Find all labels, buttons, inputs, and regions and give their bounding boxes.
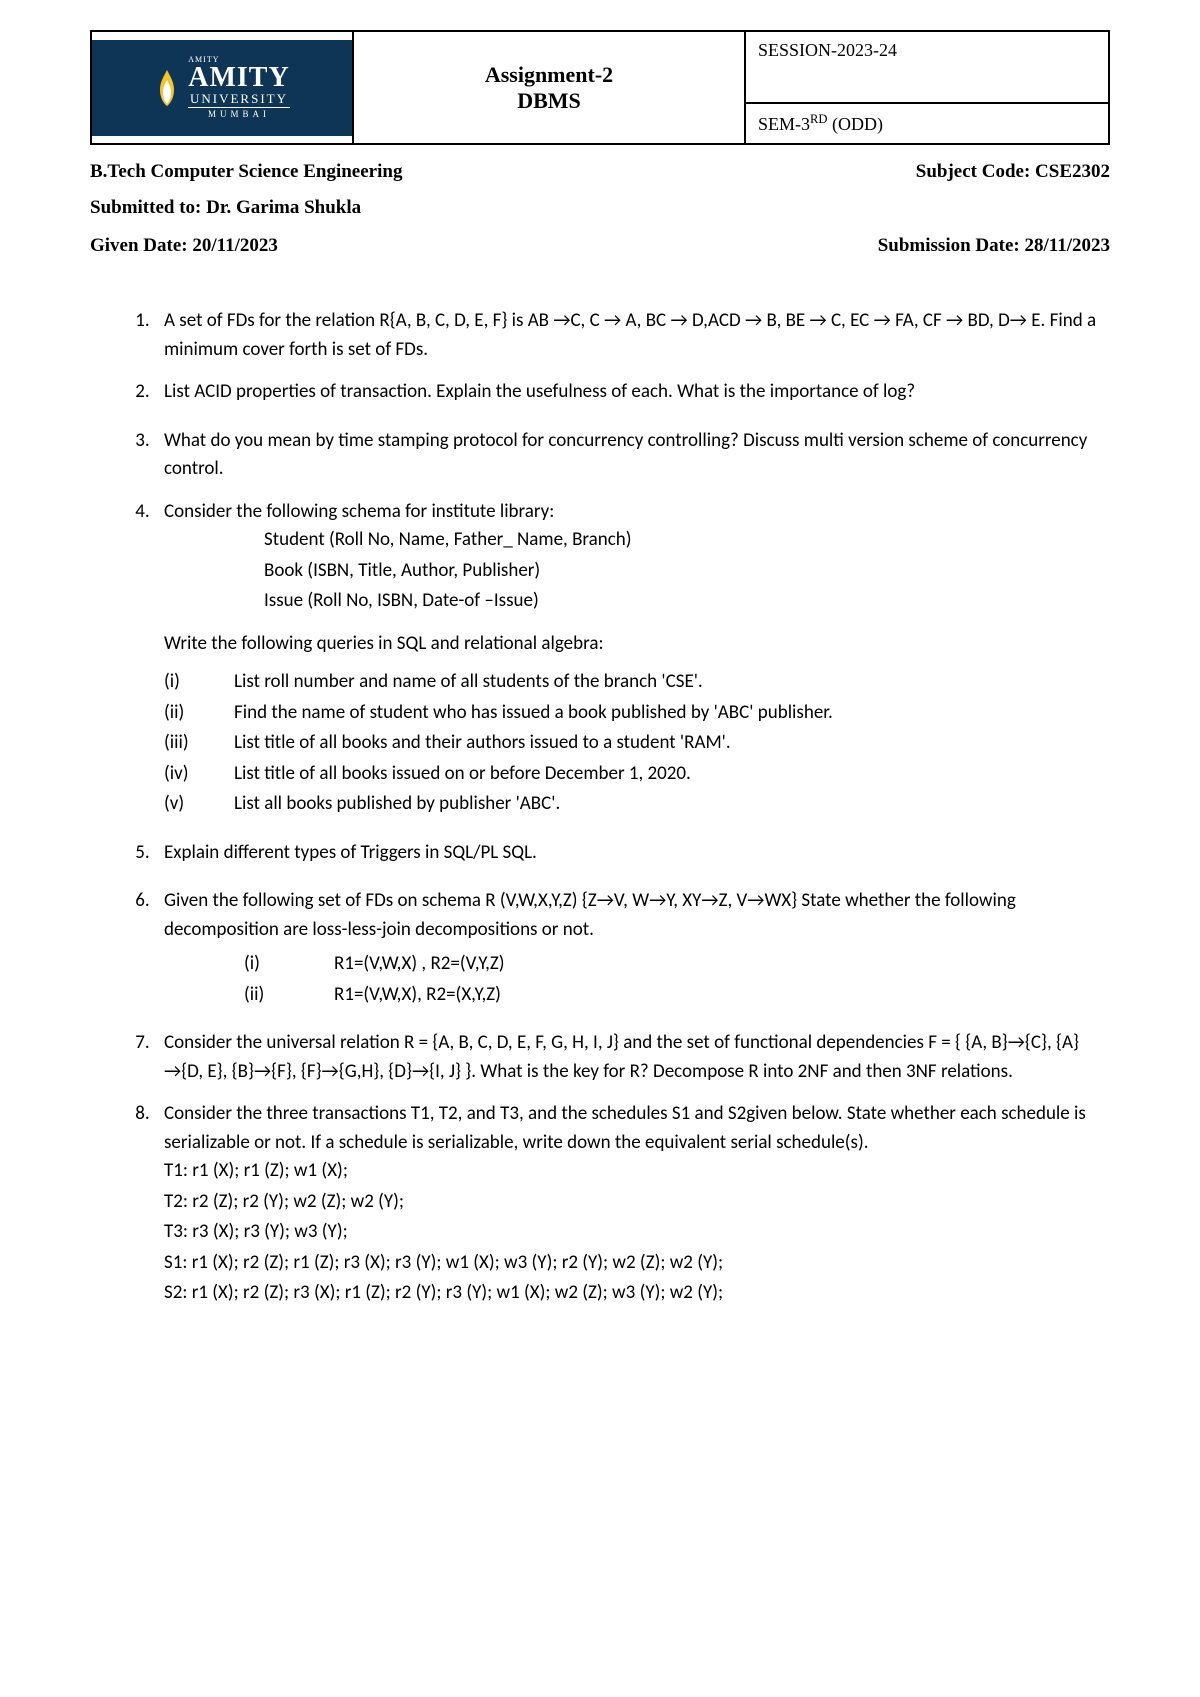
q4-subitems: (i)List roll number and name of all stud… <box>164 668 1110 819</box>
q4-item-num: (v) <box>164 790 234 819</box>
question-2: List ACID properties of transaction. Exp… <box>154 378 1110 407</box>
q4-item-text: List title of all books and their author… <box>234 729 731 758</box>
q6-item-text: R1=(V,W,X), R2=(X,Y,Z) <box>334 981 501 1010</box>
page: AMITY AMITY UNIVERSITY MUMBAI Assignment… <box>0 0 1200 1697</box>
question-6: Given the following set of FDs on schema… <box>154 887 1110 1009</box>
logo-big-label: AMITY <box>188 64 289 92</box>
q4-item-text: Find the name of student who has issued … <box>234 699 833 728</box>
q4-write-text: Write the following queries in SQL and r… <box>164 630 1110 659</box>
q6-item-num: (i) <box>244 950 334 979</box>
submission-date-text: Submission Date: 28/11/2023 <box>878 235 1110 257</box>
q2-text: List ACID properties of transaction. Exp… <box>164 380 915 403</box>
q4-item-num: (ii) <box>164 699 234 728</box>
q4-intro-text: Consider the following schema for instit… <box>164 500 554 523</box>
q4-item: (v)List all books published by publisher… <box>164 790 1110 819</box>
content-area: A set of FDs for the relation R{A, B, C,… <box>90 307 1110 1308</box>
q4-item-num: (iv) <box>164 760 234 789</box>
subject-code-text: Subject Code: CSE2302 <box>916 161 1110 183</box>
sem-sup: RD <box>810 112 828 126</box>
question-1: A set of FDs for the relation R{A, B, C,… <box>154 307 1110 364</box>
assignment-title-cell: Assignment-2 DBMS <box>353 31 745 144</box>
q4-item: (iii)List title of all books and their a… <box>164 729 1110 758</box>
question-3: What do you mean by time stamping protoc… <box>154 427 1110 484</box>
header-table: AMITY AMITY UNIVERSITY MUMBAI Assignment… <box>90 30 1110 145</box>
q8-line: T3: r3 (X); r3 (Y); w3 (Y); <box>164 1218 1110 1247</box>
q8-intro-text: Consider the three transactions T1, T2, … <box>164 1102 1086 1154</box>
q4-schema-block: Student (Roll No, Name, Father_ Name, Br… <box>164 526 1110 616</box>
q4-schema-line: Student (Roll No, Name, Father_ Name, Br… <box>264 526 1110 555</box>
q4-item: (i)List roll number and name of all stud… <box>164 668 1110 697</box>
q6-item: (i)R1=(V,W,X) , R2=(V,Y,Z) <box>244 950 1110 979</box>
q4-item-num: (i) <box>164 668 234 697</box>
q4-item: (iv)List title of all books issued on or… <box>164 760 1110 789</box>
program-text: B.Tech Computer Science Engineering <box>90 161 402 183</box>
q6-item-text: R1=(V,W,X) , R2=(V,Y,Z) <box>334 950 505 979</box>
q7-text: Consider the universal relation R = {A, … <box>164 1031 1079 1083</box>
q6-item: (ii)R1=(V,W,X), R2=(X,Y,Z) <box>244 981 1110 1010</box>
q4-item-text: List title of all books issued on or bef… <box>234 760 691 789</box>
q8-line: S2: r1 (X); r2 (Z); r3 (X); r1 (Z); r2 (… <box>164 1279 1110 1308</box>
q8-lines: T1: r1 (X); r1 (Z); w1 (X); T2: r2 (Z); … <box>164 1157 1110 1308</box>
q6-item-num: (ii) <box>244 981 334 1010</box>
session-cell: SESSION-2023-24 <box>745 31 1109 103</box>
semester-cell: SEM-3RD (ODD) <box>745 103 1109 144</box>
sem-suffix: (ODD) <box>828 114 884 134</box>
q4-item-text: List all books published by publisher 'A… <box>234 790 560 819</box>
sem-prefix: SEM-3 <box>758 114 810 134</box>
q8-line: T2: r2 (Z); r2 (Y); w2 (Z); w2 (Y); <box>164 1188 1110 1217</box>
q6-intro-text: Given the following set of FDs on schema… <box>164 889 1016 941</box>
q4-schema-line: Book (ISBN, Title, Author, Publisher) <box>264 557 1110 586</box>
session-text: SESSION-2023-24 <box>758 40 897 60</box>
question-8: Consider the three transactions T1, T2, … <box>154 1100 1110 1308</box>
submitted-to-text: Submitted to: Dr. Garima Shukla <box>90 197 1110 219</box>
given-date-text: Given Date: 20/11/2023 <box>90 235 278 257</box>
assignment-title-line1: Assignment-2 <box>364 62 734 88</box>
meta-row-2: Given Date: 20/11/2023 Submission Date: … <box>90 235 1110 257</box>
question-7: Consider the universal relation R = {A, … <box>154 1029 1110 1086</box>
question-4: Consider the following schema for instit… <box>154 498 1110 819</box>
q5-text: Explain different types of Triggers in S… <box>164 841 537 864</box>
q4-item-text: List roll number and name of all student… <box>234 668 703 697</box>
q4-item: (ii)Find the name of student who has iss… <box>164 699 1110 728</box>
q6-subitems: (i)R1=(V,W,X) , R2=(V,Y,Z) (ii)R1=(V,W,X… <box>164 950 1110 1009</box>
flame-icon <box>154 68 180 108</box>
question-list: A set of FDs for the relation R{A, B, C,… <box>90 307 1110 1308</box>
q4-schema-line: Issue (Roll No, ISBN, Date-of –Issue) <box>264 587 1110 616</box>
university-logo: AMITY AMITY UNIVERSITY MUMBAI <box>92 40 352 136</box>
logo-campus-label: MUMBAI <box>188 110 289 119</box>
q8-line: T1: r1 (X); r1 (Z); w1 (X); <box>164 1157 1110 1186</box>
q8-line: S1: r1 (X); r2 (Z); r1 (Z); r3 (X); r3 (… <box>164 1249 1110 1278</box>
meta-row-1: B.Tech Computer Science Engineering Subj… <box>90 161 1110 183</box>
logo-cell: AMITY AMITY UNIVERSITY MUMBAI <box>91 31 353 144</box>
q4-item-num: (iii) <box>164 729 234 758</box>
assignment-title-line2: DBMS <box>364 88 734 114</box>
logo-university-label: UNIVERSITY <box>188 92 289 108</box>
q1-text: A set of FDs for the relation R{A, B, C,… <box>164 309 1096 361</box>
q3-text: What do you mean by time stamping protoc… <box>164 429 1087 481</box>
question-5: Explain different types of Triggers in S… <box>154 839 1110 868</box>
